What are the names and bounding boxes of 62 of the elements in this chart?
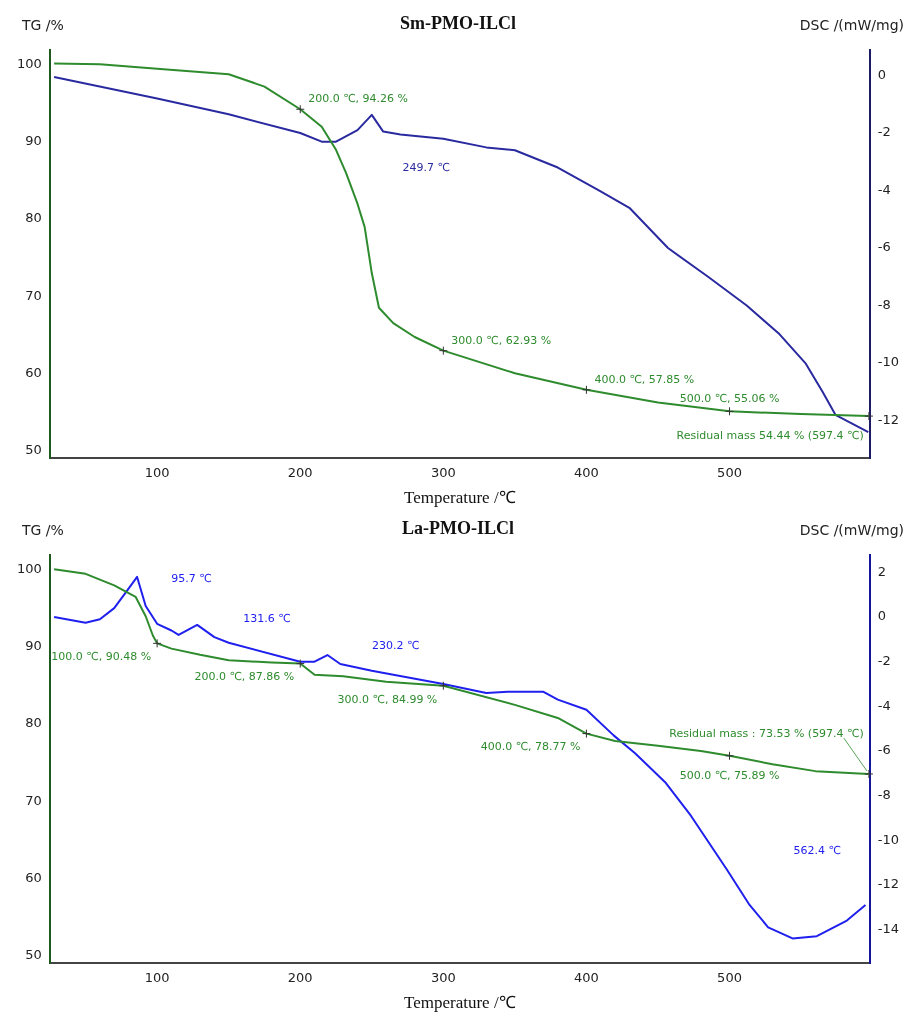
x-tick-label: 200	[287, 465, 313, 481]
y2-tick-label: -10	[877, 831, 899, 847]
x-tick-label: 400	[574, 465, 599, 481]
annotation: 100.0 ℃, 90.48 %	[51, 650, 152, 664]
y-tick-label: 90	[25, 638, 42, 654]
x-tick-label: 500	[717, 465, 742, 481]
annotation: 249.7 ℃	[402, 160, 450, 174]
y-tick-label: 60	[25, 364, 42, 380]
y-tick-label: 70	[25, 287, 42, 303]
y2-tick-label: 2	[877, 563, 887, 579]
y2-tick-label: 0	[877, 66, 887, 82]
x-axis-title: Temperature /℃	[403, 488, 516, 508]
y2-tick-label: -8	[877, 296, 891, 312]
annotation: 230.2 ℃	[372, 638, 420, 652]
y2-tick-label: -10	[877, 354, 899, 370]
annotation: 400.0 ℃, 57.85 %	[594, 372, 695, 386]
x-tick-label: 500	[717, 970, 742, 986]
y2-tick-label: -12	[877, 876, 899, 892]
y2-tick-label: -6	[877, 239, 891, 255]
y2-tick-label: 0	[877, 608, 887, 624]
y-axis-title: TG /%	[21, 521, 64, 538]
annotation: 400.0 ℃, 78.77 %	[480, 740, 581, 754]
y-tick-label: 50	[25, 946, 42, 962]
annotation: Residual mass : 73.53 % (597.4 ℃)	[669, 726, 864, 740]
chart-title: La-PMO-ILCl	[402, 518, 514, 539]
y-axis-title: TG /%	[21, 16, 64, 33]
annotation: 200.0 ℃, 94.26 %	[308, 92, 409, 106]
annotation: 500.0 ℃, 55.06 %	[679, 392, 780, 406]
y2-tick-label: -2	[877, 653, 891, 669]
x-tick-label: 400	[574, 970, 599, 986]
x-tick-label: 300	[430, 465, 456, 481]
annotation: 131.6 ℃	[243, 611, 291, 625]
chart-title: Sm-PMO-ILCl	[400, 13, 516, 34]
annotation: 562.4 ℃	[793, 844, 841, 858]
y-tick-label: 90	[25, 133, 42, 149]
y-tick-label: 70	[25, 792, 42, 808]
y-tick-label: 60	[25, 869, 42, 885]
y2-tick-label: -8	[877, 787, 891, 802]
annotation: 500.0 ℃, 75.89 %	[679, 768, 780, 782]
x-tick-label: 100	[144, 465, 170, 481]
x-axis-title: Temperature /℃	[403, 993, 516, 1013]
annotation: Residual mass 54.44 % (597.4 ℃)	[676, 428, 864, 442]
x-tick-label: 100	[144, 970, 170, 986]
annotation: 200.0 ℃, 87.86 %	[194, 670, 295, 684]
y2-tick-label: -4	[877, 697, 891, 713]
y2-tick-label: -6	[877, 742, 891, 758]
y-tick-label: 80	[25, 715, 42, 731]
y-tick-label: 80	[25, 210, 42, 226]
y2-tick-label: -12	[877, 411, 899, 427]
x-tick-label: 300	[430, 970, 456, 986]
y-tick-label: 100	[16, 56, 42, 72]
annotation: 300.0 ℃, 84.99 %	[337, 692, 438, 706]
y-tick-label: 100	[16, 561, 42, 577]
x-tick-label: 200	[287, 970, 313, 986]
y2-tick-label: -4	[877, 181, 891, 197]
annotation: 95.7 ℃	[171, 571, 212, 585]
y-tick-label: 50	[25, 441, 42, 457]
y2-axis-title: DSC /(mW/mg)	[799, 521, 904, 538]
y2-tick-label: -2	[877, 124, 891, 140]
y2-tick-label: -14	[877, 920, 899, 936]
y2-axis-title: DSC /(mW/mg)	[799, 16, 904, 33]
annotation: 300.0 ℃, 62.93 %	[451, 333, 552, 347]
